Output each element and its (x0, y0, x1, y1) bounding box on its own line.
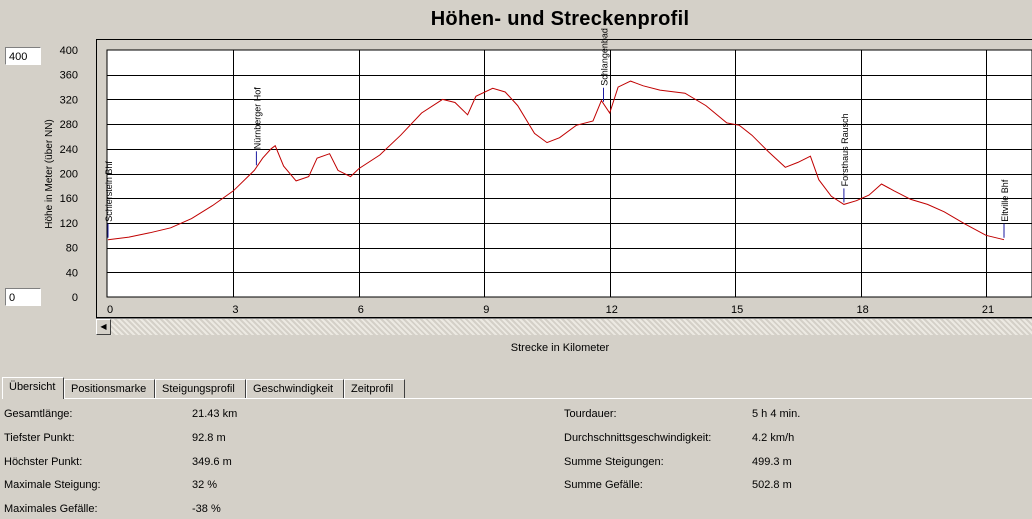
y-tick-label: 360 (60, 70, 78, 82)
y-axis-label: Höhe in Meter (über NN) (44, 119, 55, 228)
tab-geschwindigkeit[interactable]: Geschwindigkeit (246, 379, 344, 398)
total-descent-label: Summe Gefälle: (564, 479, 643, 491)
total-ascent-label: Summe Steigungen: (564, 456, 664, 468)
x-tick-label: 9 (483, 304, 489, 316)
y-tick-label: 400 (60, 45, 78, 57)
x-tick-label: 0 (107, 304, 113, 316)
y-tick-label: 320 (60, 94, 78, 106)
max-descent-value: -38 % (192, 503, 221, 515)
waypoint-label: Eltville Bhf (1000, 179, 1010, 222)
total-length-value: 21.43 km (192, 408, 238, 420)
tab-bar: Übersicht Positionsmarke Steigungsprofil… (0, 377, 1032, 399)
x-tick-labels: 0 3 6 9 12 15 18 21 (107, 304, 994, 316)
x-tick-label: 18 (856, 304, 868, 316)
horizontal-scrollbar[interactable]: ◀ (96, 318, 1032, 335)
chart-title: Höhen- und Streckenprofil (430, 8, 690, 30)
elevation-chart: 0 40 80 120 160 200 240 280 320 360 400 0 3 6 9 12 15 18… (44, 28, 1032, 318)
avg-speed-label: Durchschnittsgeschwindigkeit: (564, 432, 712, 444)
x-tick-label: 12 (606, 304, 618, 316)
lowest-point-label: Tiefster Punkt: (4, 432, 75, 444)
waypoint-label: Nürnberger Hof (252, 87, 262, 150)
max-ascent-value: 32 % (192, 479, 218, 491)
chart-grid (107, 50, 1032, 297)
highest-point-label: Höchster Punkt: (4, 456, 83, 468)
tab-zeitprofil[interactable]: Zeitprofil (344, 379, 405, 398)
scroll-left-icon[interactable]: ◀ (96, 319, 111, 335)
highest-point-value: 349.6 m (192, 456, 232, 468)
tour-duration-label: Tourdauer: (564, 408, 617, 420)
x-tick-label: 21 (982, 304, 994, 316)
y-tick-label: 160 (60, 193, 78, 205)
tab-positionsmarke[interactable]: Positionsmarke (64, 379, 155, 398)
y-tick-label: 40 (66, 267, 78, 279)
tab-divider (64, 398, 1032, 399)
waypoint-label: Schierstein Bhf (104, 161, 114, 222)
total-descent-value: 502.8 m (752, 479, 792, 491)
x-tick-label: 6 (358, 304, 364, 316)
waypoint-label: Forsthaus Rausch (840, 113, 850, 186)
x-tick-label: 15 (731, 304, 743, 316)
avg-speed-value: 4.2 km/h (752, 432, 795, 444)
total-ascent-value: 499.3 m (752, 456, 792, 468)
y-max-input[interactable]: 400 (5, 47, 41, 65)
y-tick-label: 80 (66, 243, 78, 255)
tour-duration-value: 5 h 4 min. (752, 408, 801, 420)
tab-steigungsprofil[interactable]: Steigungsprofil (155, 379, 246, 398)
waypoint-markers: Schierstein Bhf Nürnberger Hof Schlangenba… (104, 28, 1010, 238)
y-tick-label: 280 (60, 119, 78, 131)
x-axis-label: Strecke in Kilometer (510, 342, 610, 354)
y-tick-label: 0 (72, 292, 78, 304)
plot-area (106, 49, 1032, 298)
tab-uebersicht[interactable]: Übersicht (2, 377, 64, 399)
y-tick-label: 200 (60, 169, 78, 181)
max-ascent-label: Maximale Steigung: (4, 479, 101, 491)
x-tick-label: 3 (232, 304, 238, 316)
y-tick-label: 240 (60, 144, 78, 156)
y-tick-labels: 0 40 80 120 160 200 240 280 320 360 400 (60, 45, 78, 304)
elevation-line (107, 80, 1005, 241)
lowest-point-value: 92.8 m (192, 432, 226, 444)
total-length-label: Gesamtlänge: (4, 408, 73, 420)
waypoint-label: Schlangenbad (600, 28, 610, 86)
max-descent-label: Maximales Gefälle: (4, 503, 98, 515)
y-tick-label: 120 (60, 218, 78, 230)
y-min-input[interactable]: 0 (5, 288, 41, 306)
